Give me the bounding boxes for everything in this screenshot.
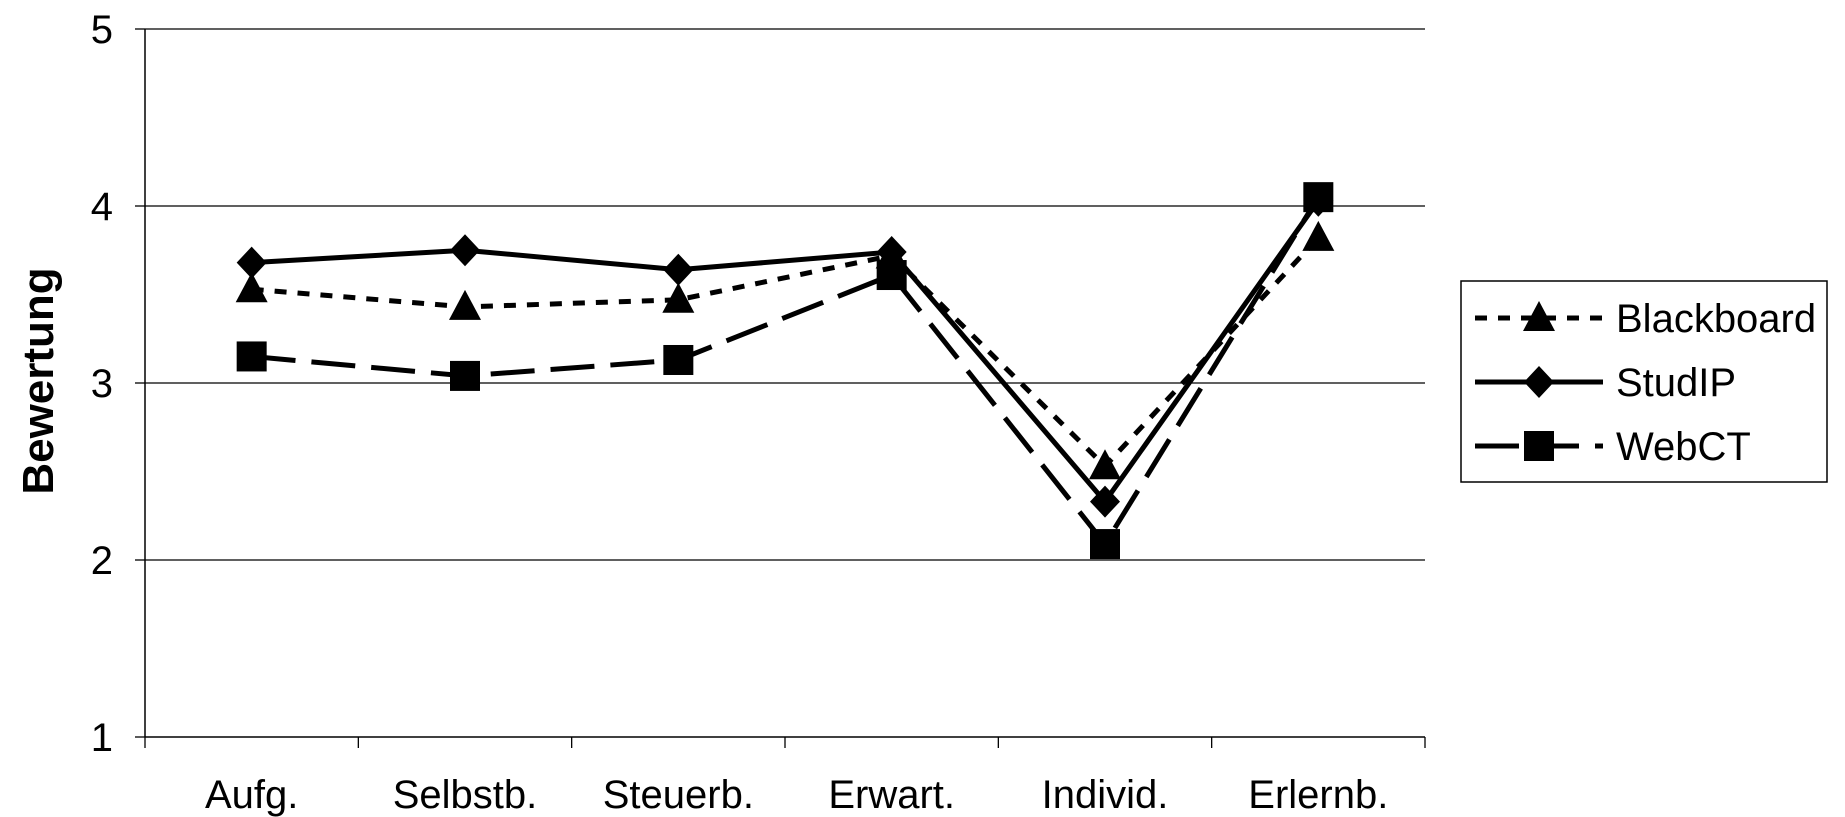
series-line-webct [251, 195, 1321, 547]
triangle-marker [235, 272, 268, 303]
diamond-marker [1090, 485, 1120, 518]
legend-item-blackboard: Blackboard [1475, 297, 1816, 341]
y-tick-label: 1 [91, 716, 113, 760]
legend-square-marker [1524, 431, 1554, 461]
triangle-marker [1302, 220, 1335, 251]
y-tick-label: 3 [91, 362, 113, 406]
square-marker [1090, 529, 1120, 560]
x-tick-label: Steuerb. [603, 773, 754, 817]
triangle-marker [449, 289, 481, 320]
series-line-studip [251, 199, 1321, 505]
diamond-marker [876, 236, 907, 269]
diamond-marker [236, 246, 267, 279]
legend-item-webct: WebCT [1475, 425, 1751, 469]
gridlines [145, 28, 1425, 561]
triangle-marker [1089, 449, 1121, 480]
series-webct [236, 182, 1334, 560]
x-tick-label: Individ. [1042, 773, 1169, 817]
axes [135, 28, 1426, 748]
diamond-marker [663, 253, 694, 286]
x-tick-label: Aufg. [205, 773, 298, 817]
square-marker [663, 344, 694, 375]
legend: Blackboard StudIP WebCT [1460, 280, 1828, 483]
legend-items: Blackboard StudIP WebCT [1475, 297, 1816, 469]
x-tick-label: Erwart. [828, 773, 955, 817]
y-axis-title: Bewertung [14, 267, 63, 494]
y-tick-label: 4 [91, 185, 113, 229]
legend-label: Blackboard [1616, 297, 1816, 341]
x-tick-label: Selbstb. [393, 773, 538, 817]
series [235, 182, 1335, 560]
square-marker [876, 260, 907, 291]
square-marker [236, 341, 267, 372]
legend-label: WebCT [1616, 425, 1751, 469]
legend-item-studip: StudIP [1475, 361, 1736, 405]
legend-label: StudIP [1616, 361, 1736, 405]
diamond-marker [450, 234, 480, 267]
legend-triangle-marker [1523, 301, 1555, 331]
y-tick-label: 2 [91, 539, 113, 583]
triangle-marker [662, 282, 695, 313]
series-line-blackboard [251, 236, 1321, 469]
y-tick-label: 5 [91, 8, 113, 52]
square-marker [1303, 182, 1334, 213]
tick-labels: 1 2 3 4 5 Aufg. Selbstb. Steuerb. Erwart. Individ… [91, 8, 1389, 817]
legend-diamond-marker [1524, 366, 1554, 398]
x-tick-label: Erlernb. [1248, 773, 1388, 817]
square-marker [450, 360, 480, 391]
series-studip [236, 184, 1334, 518]
